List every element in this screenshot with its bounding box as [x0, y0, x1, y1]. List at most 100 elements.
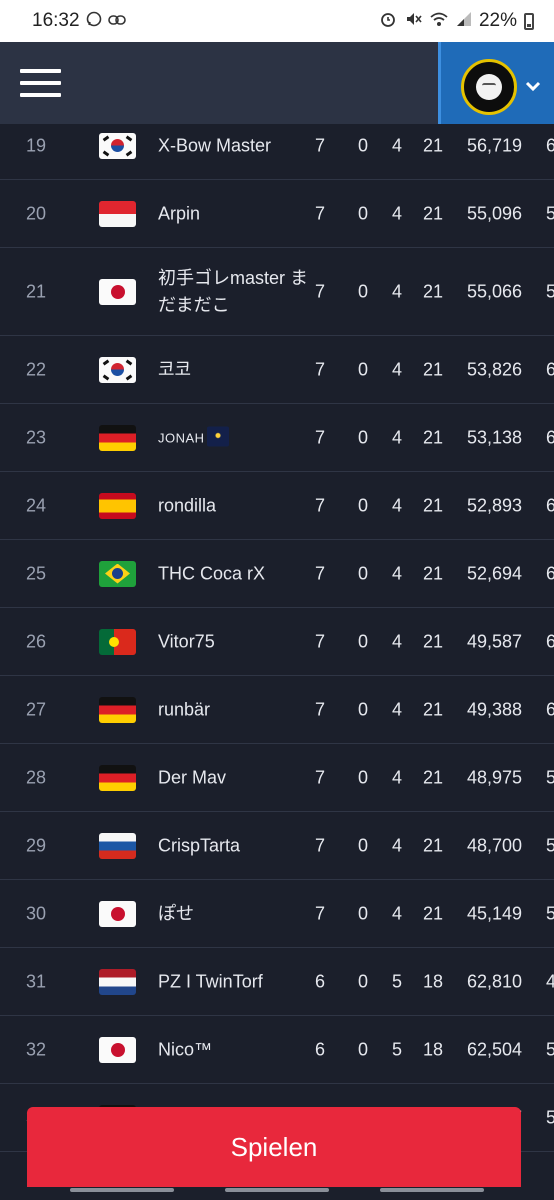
table-row[interactable]: 29 CrispTarta 7 0 4 21 48,700 5 [0, 812, 554, 880]
whatsapp-icon [86, 11, 102, 31]
score-cell: 62,810 [467, 971, 523, 991]
draws-cell: 0 [358, 135, 369, 155]
player-name[interactable]: Vitor75 [158, 628, 308, 655]
country-flag [99, 832, 136, 859]
player-name-text: runbär [158, 699, 211, 719]
status-time: 16:32 [32, 10, 80, 31]
nav-gesture-home[interactable] [225, 1188, 329, 1192]
nav-gesture-recent[interactable] [70, 1188, 174, 1192]
fireworks-icon [206, 426, 229, 446]
country-flag [99, 278, 136, 305]
points-cell: 21 [423, 631, 444, 651]
player-name-text: Nico™ [158, 1039, 213, 1059]
rank-cell: 20 [26, 203, 47, 223]
extra-cell: 5 [546, 903, 554, 923]
table-row[interactable]: 28 Der Mav 7 0 4 21 48,975 5 [0, 744, 554, 812]
score-cell: 56,719 [467, 135, 523, 155]
losses-cell: 4 [392, 281, 403, 301]
wins-cell: 7 [315, 281, 326, 301]
table-row[interactable]: 27 runbär 7 0 4 21 49,388 6 [0, 676, 554, 744]
extra-cell: 6 [546, 699, 554, 719]
points-cell: 21 [423, 203, 444, 223]
score-cell: 45,149 [467, 903, 523, 923]
player-name[interactable]: X-Bow Master [158, 132, 308, 159]
flag-pt-icon [99, 628, 136, 655]
leaderboard-table: 19 X-Bow Master 7 0 4 21 56,719 6 20 Arpin 7 0 4 21 55… [0, 124, 554, 1200]
losses-cell: 5 [392, 971, 403, 991]
flag-de-icon [99, 696, 136, 723]
table-row[interactable]: 30 ぽせ 7 0 4 21 45,149 5 [0, 880, 554, 948]
table-row[interactable]: 21 初手ゴレmaster まだまだこ 7 0 4 21 55,066 5 [0, 248, 554, 336]
losses-cell: 4 [392, 903, 403, 923]
chevron-down-icon[interactable] [525, 76, 541, 99]
rank-cell: 22 [26, 359, 47, 379]
player-name-text: ぽせ [158, 903, 194, 923]
score-cell: 49,388 [467, 699, 523, 719]
losses-cell: 4 [392, 631, 403, 651]
table-row[interactable]: 24 rondilla 7 0 4 21 52,893 6 [0, 472, 554, 540]
hamburger-menu-icon[interactable] [20, 69, 61, 97]
player-name[interactable]: Nico™ [158, 1036, 308, 1063]
table-row[interactable]: 32 Nico™ 6 0 5 18 62,504 5 [0, 1016, 554, 1084]
player-name[interactable]: Arpin [158, 200, 308, 227]
points-cell: 21 [423, 495, 444, 515]
player-name[interactable]: PZ I TwinTorf [158, 968, 308, 995]
country-flag [99, 628, 136, 655]
country-flag [99, 696, 136, 723]
wins-cell: 7 [315, 203, 326, 223]
losses-cell: 4 [392, 563, 403, 583]
avatar[interactable] [461, 59, 517, 115]
player-name[interactable]: CrispTarta [158, 832, 308, 859]
profile-menu[interactable] [438, 42, 554, 124]
country-flag [99, 132, 136, 159]
player-name[interactable]: Der Mav [158, 764, 308, 791]
draws-cell: 0 [358, 359, 369, 379]
draws-cell: 0 [358, 903, 369, 923]
rank-cell: 32 [26, 1039, 47, 1059]
play-button[interactable]: Spielen [27, 1107, 521, 1187]
table-row[interactable]: 19 X-Bow Master 7 0 4 21 56,719 6 [0, 124, 554, 180]
player-name[interactable]: runbär [158, 696, 308, 723]
flag-kr-icon [99, 132, 136, 159]
extra-cell: 5 [546, 1039, 554, 1059]
draws-cell: 0 [358, 203, 369, 223]
wins-cell: 7 [315, 903, 326, 923]
table-row[interactable]: 26 Vitor75 7 0 4 21 49,587 6 [0, 608, 554, 676]
draws-cell: 0 [358, 631, 369, 651]
table-row[interactable]: 31 PZ I TwinTorf 6 0 5 18 62,810 4 [0, 948, 554, 1016]
flag-jp-icon [99, 900, 136, 927]
player-name[interactable]: 初手ゴレmaster まだまだこ [158, 265, 308, 319]
flag-id-icon [99, 200, 136, 227]
table-row[interactable]: 22 코코 7 0 4 21 53,826 6 [0, 336, 554, 404]
player-name[interactable]: THC Coca rX [158, 560, 308, 587]
player-name-text: JONAH [158, 430, 205, 445]
points-cell: 18 [423, 971, 444, 991]
table-row[interactable]: 23 JONAH 7 0 4 21 53,138 6 [0, 404, 554, 472]
flag-kr-icon [99, 356, 136, 383]
flag-jp-icon [99, 278, 136, 305]
player-name[interactable]: JONAH [158, 424, 308, 451]
draws-cell: 0 [358, 699, 369, 719]
player-name[interactable]: rondilla [158, 492, 308, 519]
player-name[interactable]: ぽせ [158, 900, 308, 927]
table-row[interactable]: 25 THC Coca rX 7 0 4 21 52,694 6 [0, 540, 554, 608]
player-name[interactable]: 코코 [158, 356, 308, 383]
table-row[interactable]: 20 Arpin 7 0 4 21 55,096 5 [0, 180, 554, 248]
alarm-icon [379, 10, 397, 32]
country-flag [99, 968, 136, 995]
player-name-text: rondilla [158, 495, 217, 515]
player-name-text: 코코 [158, 359, 192, 379]
points-cell: 21 [423, 135, 444, 155]
points-cell: 21 [423, 699, 444, 719]
wins-cell: 7 [315, 135, 326, 155]
score-cell: 48,700 [467, 835, 523, 855]
wins-cell: 7 [315, 495, 326, 515]
player-name-text: CrispTarta [158, 835, 241, 855]
points-cell: 21 [423, 767, 444, 787]
flag-jp-icon [99, 1036, 136, 1063]
mute-icon [404, 10, 422, 32]
nav-gesture-back[interactable] [380, 1188, 484, 1192]
wins-cell: 7 [315, 427, 326, 447]
flag-ru-icon [99, 832, 136, 859]
link-icon [107, 13, 126, 30]
